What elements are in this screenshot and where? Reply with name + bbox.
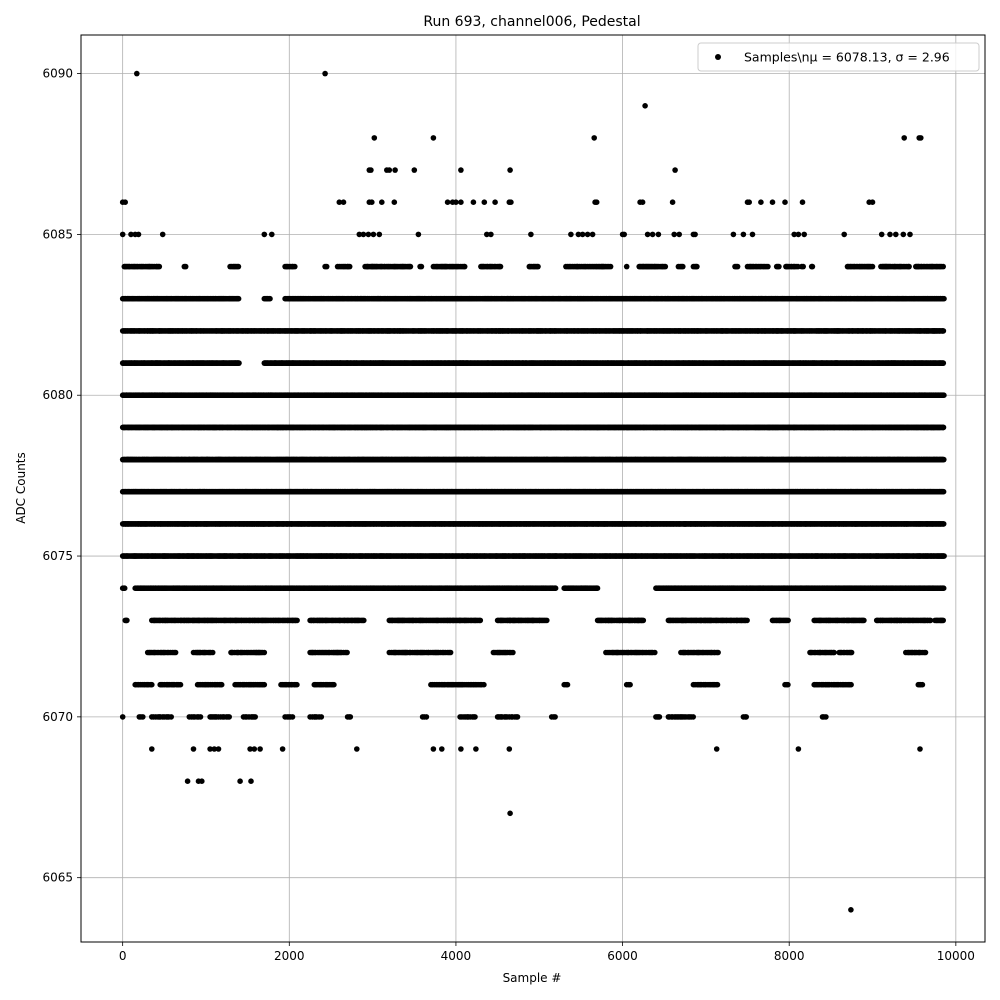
- data-point: [156, 263, 163, 270]
- data-point: [940, 360, 947, 366]
- data-point: [407, 263, 414, 270]
- plot-area: [81, 35, 985, 942]
- data-point: [941, 392, 947, 399]
- data-point: [940, 328, 947, 334]
- data-point: [182, 263, 189, 270]
- data-point: [869, 263, 876, 270]
- data-point: [680, 263, 686, 270]
- data-point: [461, 263, 468, 270]
- data-point: [776, 263, 782, 270]
- data-points: [119, 70, 947, 913]
- data-point: [346, 263, 353, 270]
- data-point: [323, 263, 330, 270]
- data-point: [235, 295, 242, 302]
- chart-title: Run 693, channel006, Pedestal: [423, 14, 640, 30]
- data-point: [662, 263, 669, 270]
- data-point: [535, 263, 541, 270]
- data-point: [292, 263, 298, 270]
- data-point: [734, 263, 741, 270]
- data-point: [267, 295, 273, 302]
- data-point: [497, 263, 504, 270]
- data-point: [607, 263, 614, 270]
- data-point: [623, 263, 630, 270]
- data-point: [809, 263, 816, 270]
- data-point: [236, 360, 242, 366]
- data-point: [765, 263, 771, 270]
- data-point: [906, 263, 912, 270]
- data-point: [235, 263, 242, 270]
- data-point: [418, 263, 425, 270]
- data-point: [694, 263, 700, 270]
- data-point: [800, 263, 806, 270]
- data-point: [941, 295, 947, 302]
- data-point: [940, 263, 946, 270]
